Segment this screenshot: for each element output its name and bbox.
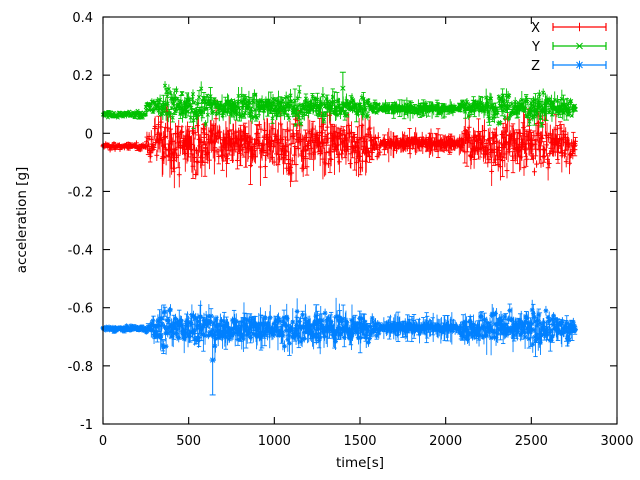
series-X <box>100 93 578 189</box>
data-series-layer <box>100 71 578 396</box>
x-tick-label: 2000 <box>429 434 462 449</box>
y-tick-label: -0.2 <box>68 185 93 200</box>
x-tick-label: 0 <box>99 434 107 449</box>
y-tick-label: -0.6 <box>68 302 93 317</box>
y-tick-label: -0.4 <box>68 244 93 259</box>
x-tick-label: 1500 <box>343 434 376 449</box>
legend: XYZ <box>531 21 607 74</box>
legend-sample-Y <box>552 42 607 50</box>
x-tick-label: 1000 <box>258 434 291 449</box>
x-axis-title: time[s] <box>336 455 384 471</box>
legend-sample-X <box>552 22 607 32</box>
axis-ticks-layer: -1 -0.8 -0.6 -0.4 -0.2 0 0.2 0.4 0 500 1000 1500 200… <box>68 11 634 449</box>
y-tick-label: -1 <box>80 418 93 433</box>
y-tick-label: 0.4 <box>72 11 93 26</box>
y-axis-title: acceleration [g] <box>14 167 30 274</box>
y-tick-label: 0.2 <box>72 69 93 84</box>
y-tick-label: -0.8 <box>68 360 93 375</box>
legend-label-X: X <box>531 21 540 36</box>
legend-label-Z: Z <box>531 59 540 74</box>
x-tick-label: 500 <box>176 434 201 449</box>
legend-sample-Z <box>552 60 607 70</box>
series-Y <box>100 71 578 129</box>
series-Z <box>100 297 578 396</box>
y-tick-label: 0 <box>85 127 93 142</box>
x-tick-label: 3000 <box>600 434 633 449</box>
x-tick-label: 2500 <box>515 434 548 449</box>
legend-label-Y: Y <box>531 40 540 55</box>
